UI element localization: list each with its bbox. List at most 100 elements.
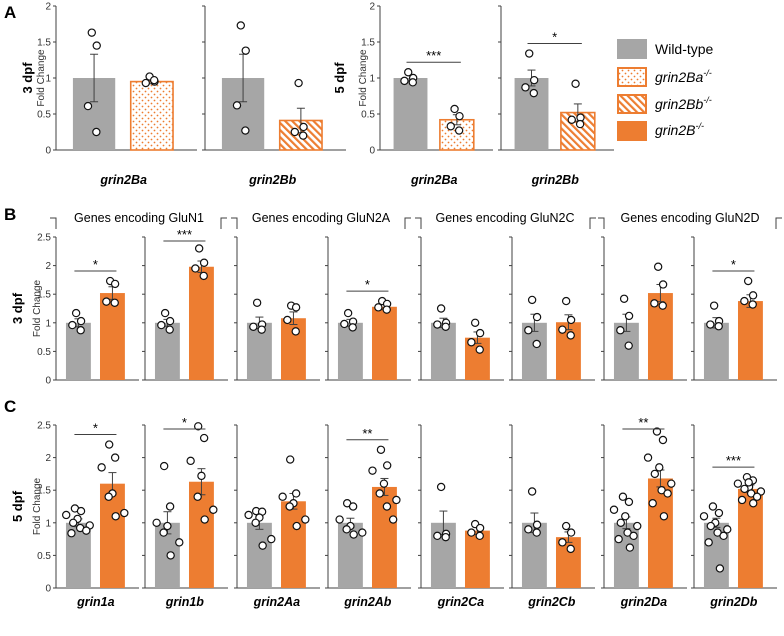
data-point bbox=[110, 453, 120, 462]
data-point bbox=[120, 508, 129, 518]
gene-group-headers: Genes encoding GluN1 Genes encoding GluN… bbox=[50, 211, 782, 229]
data-point bbox=[748, 300, 757, 309]
group-bracket-glun1 bbox=[50, 217, 227, 229]
age-label: 5 dpf bbox=[332, 62, 347, 94]
data-point bbox=[475, 345, 484, 354]
data-point bbox=[348, 502, 358, 511]
bar-wild-type bbox=[246, 522, 272, 588]
bar-grin2b bbox=[188, 266, 214, 380]
data-point bbox=[650, 299, 659, 308]
data-point bbox=[199, 258, 209, 267]
bar-grin2b bbox=[188, 481, 214, 588]
data-point bbox=[104, 440, 114, 449]
data-point bbox=[257, 325, 266, 334]
group-bracket-glun2d bbox=[598, 217, 782, 229]
data-point bbox=[286, 455, 295, 464]
y-tick-label: 2 bbox=[369, 2, 375, 13]
data-point bbox=[733, 479, 743, 488]
data-point bbox=[529, 75, 539, 85]
data-point bbox=[525, 49, 534, 58]
data-point bbox=[699, 512, 709, 521]
data-point bbox=[349, 530, 358, 539]
data-point bbox=[191, 264, 200, 273]
data-point bbox=[558, 325, 567, 334]
data-point bbox=[571, 79, 580, 88]
data-point bbox=[475, 523, 485, 533]
data-point bbox=[110, 279, 120, 289]
data-point bbox=[532, 339, 541, 349]
data-point bbox=[619, 294, 629, 303]
data-point bbox=[558, 538, 567, 547]
data-point bbox=[165, 502, 175, 511]
group-header-glun1: Genes encoding GluN1 bbox=[74, 211, 204, 225]
data-point bbox=[68, 518, 78, 528]
data-point bbox=[658, 435, 668, 445]
data-point bbox=[723, 525, 732, 534]
data-point bbox=[441, 322, 450, 332]
data-point bbox=[251, 518, 260, 528]
data-point bbox=[159, 528, 168, 537]
y-tick-label: 0.5 bbox=[37, 551, 51, 562]
subplot-grin2bb: grin2Bb bbox=[202, 5, 346, 187]
data-point bbox=[186, 456, 195, 466]
y-tick-label: 2.5 bbox=[37, 233, 51, 244]
subplot-grin2ba: 0 0.5 1 1.5 2 grin2Ba bbox=[37, 2, 197, 187]
data-point bbox=[252, 298, 262, 307]
data-point bbox=[706, 521, 715, 531]
y-tick-label: 0 bbox=[369, 146, 375, 157]
significance-stars: *** bbox=[726, 453, 741, 468]
data-point bbox=[283, 315, 292, 325]
data-point bbox=[659, 512, 669, 521]
bar-grin2b bbox=[280, 318, 306, 380]
significance-stars: * bbox=[93, 421, 98, 436]
data-point bbox=[446, 122, 455, 131]
data-point bbox=[163, 521, 172, 531]
data-point bbox=[76, 316, 86, 326]
legend-swatch-grin2b bbox=[617, 121, 647, 141]
data-point bbox=[400, 76, 409, 86]
y-tick-label: 0 bbox=[45, 146, 51, 157]
data-point bbox=[704, 538, 713, 547]
legend-label-grin2ba: grin2Ba-/- bbox=[655, 68, 712, 85]
data-point bbox=[67, 529, 76, 538]
subplot-grin2ca: grin2Ca bbox=[418, 424, 504, 609]
data-point bbox=[740, 296, 749, 306]
data-point bbox=[467, 528, 476, 537]
data-point bbox=[655, 463, 664, 472]
data-point bbox=[715, 564, 725, 573]
y-tick-label: 1 bbox=[45, 518, 51, 529]
data-point bbox=[267, 534, 276, 544]
data-point bbox=[475, 531, 484, 541]
gene-label-grin1a: grin1a bbox=[76, 595, 115, 609]
data-point bbox=[111, 512, 120, 521]
subplot-grin2db: * bbox=[691, 236, 777, 381]
panel-label-a: A bbox=[4, 3, 16, 22]
data-point bbox=[714, 322, 723, 331]
data-point bbox=[82, 526, 91, 535]
bar-wild-type bbox=[337, 322, 363, 380]
data-point bbox=[160, 308, 170, 318]
data-point bbox=[76, 326, 85, 335]
data-point bbox=[663, 489, 672, 498]
gene-label-grin2ba: grin2Ba bbox=[410, 173, 458, 187]
bar-grin2b bbox=[371, 306, 397, 380]
gene-label-grin2cb: grin2Cb bbox=[527, 595, 576, 609]
data-point bbox=[658, 280, 668, 289]
data-point bbox=[643, 453, 653, 462]
subplot-grin2ab: ** grin2Ab bbox=[325, 424, 411, 609]
data-point bbox=[450, 104, 459, 114]
significance-stars: * bbox=[365, 277, 370, 292]
data-point bbox=[436, 304, 446, 313]
data-point bbox=[76, 506, 86, 516]
data-point bbox=[104, 492, 113, 501]
gene-label-grin2da: grin2Da bbox=[620, 595, 668, 609]
data-point bbox=[653, 262, 663, 271]
data-point bbox=[532, 520, 542, 529]
subplot-grin2da bbox=[601, 236, 687, 381]
data-point bbox=[527, 295, 537, 305]
data-point bbox=[621, 512, 630, 521]
subplot-grin1b: *** bbox=[142, 227, 228, 381]
data-point bbox=[566, 528, 576, 537]
bar-grin2b bbox=[280, 501, 306, 588]
